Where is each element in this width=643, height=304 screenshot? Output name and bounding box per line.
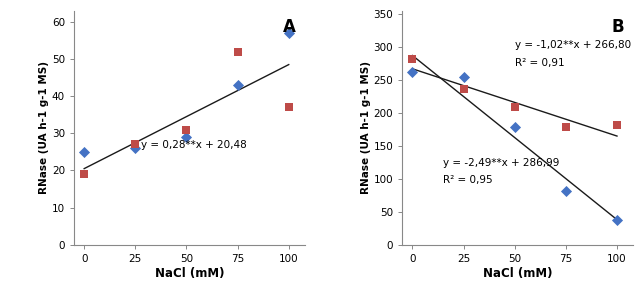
Point — [509, 105, 520, 109]
Point — [509, 125, 520, 130]
Text: R² = 0,91: R² = 0,91 — [514, 58, 565, 68]
Point — [612, 122, 622, 127]
Point — [407, 70, 417, 74]
Point — [181, 127, 192, 132]
Point — [284, 105, 294, 110]
Text: y = 0,28**x + 20,48: y = 0,28**x + 20,48 — [141, 140, 247, 150]
Y-axis label: RNase (UA h-1 g-1 MS): RNase (UA h-1 g-1 MS) — [39, 61, 49, 194]
Point — [130, 142, 140, 147]
Point — [458, 75, 469, 80]
Point — [79, 149, 89, 154]
Text: A: A — [283, 18, 296, 36]
Text: B: B — [611, 18, 624, 36]
Point — [233, 82, 243, 87]
Point — [458, 87, 469, 92]
Point — [130, 146, 140, 150]
Point — [407, 57, 417, 62]
Text: R² = 0,95: R² = 0,95 — [443, 175, 493, 185]
Point — [284, 30, 294, 35]
Point — [612, 217, 622, 222]
Point — [561, 125, 571, 130]
Y-axis label: RNase (UA h-1 g-1 MS): RNase (UA h-1 g-1 MS) — [361, 61, 370, 194]
Point — [561, 189, 571, 194]
X-axis label: NaCl (mM): NaCl (mM) — [483, 267, 552, 279]
X-axis label: NaCl (mM): NaCl (mM) — [155, 267, 224, 279]
Text: y = -2,49**x + 286,99: y = -2,49**x + 286,99 — [443, 157, 559, 168]
Text: y = -1,02**x + 266,80: y = -1,02**x + 266,80 — [514, 40, 631, 50]
Point — [233, 49, 243, 54]
Point — [181, 135, 192, 140]
Point — [79, 172, 89, 177]
